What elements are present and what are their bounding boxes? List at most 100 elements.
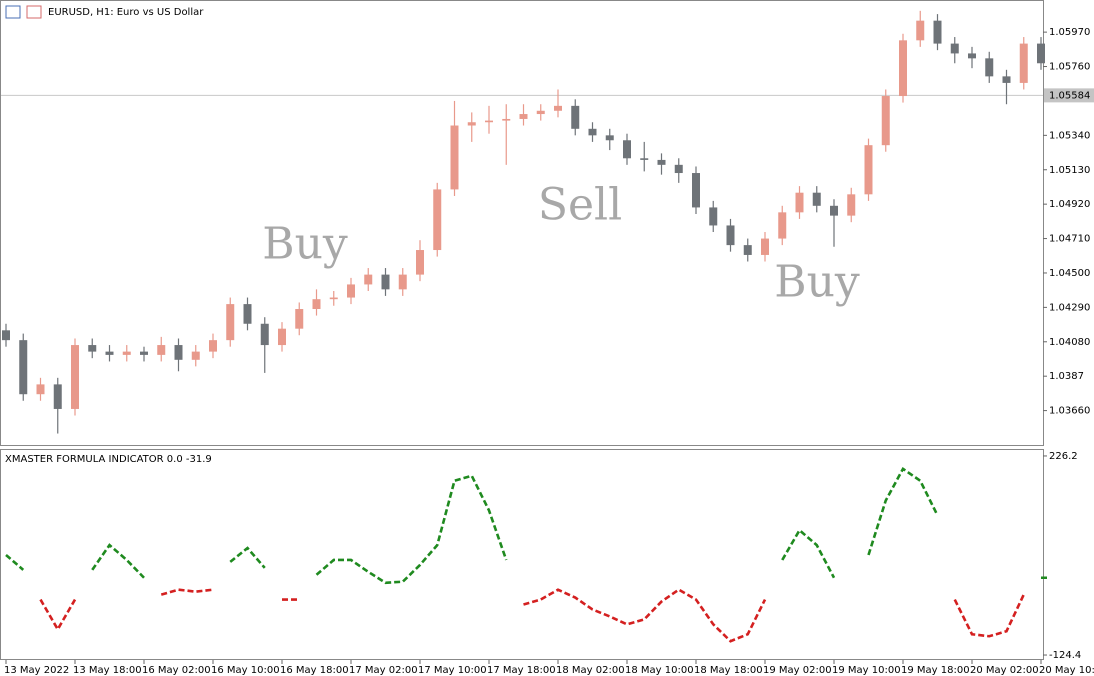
- candle-body: [864, 145, 873, 195]
- x-tick-label: 17 May 10:00: [418, 665, 487, 676]
- x-tick-label: 17 May 18:00: [487, 665, 556, 676]
- candle-body: [243, 304, 252, 324]
- candle-body: [985, 58, 994, 77]
- candle-body: [36, 384, 45, 395]
- candle-body: [950, 43, 959, 54]
- candle-body: [174, 345, 183, 360]
- candle-body: [778, 212, 787, 239]
- x-tick-label: 13 May 18:00: [73, 665, 142, 676]
- main-panel: [0, 0, 1044, 446]
- x-tick-label: 19 May 18:00: [901, 665, 970, 676]
- x-tick-label: 16 May 18:00: [280, 665, 349, 676]
- y-tick-label: 1.04920: [1049, 199, 1090, 210]
- candle-body: [536, 110, 545, 115]
- annotation: Sell: [538, 180, 622, 231]
- candle-body: [329, 297, 338, 300]
- y-tick-label: 1.05130: [1049, 165, 1090, 176]
- candle-body: [381, 274, 390, 290]
- y-tick-label: 226.2: [1049, 451, 1078, 462]
- candle-body: [692, 173, 700, 208]
- chart-title: EURUSD, H1: Euro vs US Dollar: [48, 7, 204, 18]
- candle-body: [847, 194, 856, 216]
- candle-body: [554, 105, 562, 111]
- candle-body: [933, 20, 942, 44]
- x-tick-label: 20 May 02:00: [970, 665, 1039, 676]
- y-tick-label: 1.04500: [1049, 268, 1090, 279]
- candle-body: [726, 225, 735, 246]
- current-price-label: 1.05584: [1049, 90, 1090, 101]
- x-tick-label: 16 May 10:00: [211, 665, 280, 676]
- indicator-line: [5, 466, 1047, 585]
- candle-body: [191, 351, 200, 360]
- candle-body: [105, 351, 114, 355]
- icon[interactable]: [5, 5, 21, 19]
- candle-body: [278, 328, 286, 346]
- x-tick-label: 17 May 02:00: [349, 665, 418, 676]
- x-tick-label: 13 May 2022: [4, 665, 69, 676]
- indicator-panel: [0, 449, 1044, 660]
- candle-body: [761, 238, 769, 255]
- candle-body: [295, 309, 304, 329]
- indicator-title: XMASTER FORMULA INDICATOR 0.0 -31.9: [5, 454, 212, 465]
- y-tick-label: 1.0387: [1049, 371, 1084, 382]
- candle-body: [209, 340, 217, 352]
- candle-body: [1037, 43, 1045, 64]
- candle-body: [1019, 43, 1028, 83]
- candle-body: [916, 20, 925, 41]
- candle-body: [485, 120, 493, 123]
- y-tick-label: -124.4: [1049, 650, 1081, 661]
- candle-body: [588, 128, 597, 136]
- candle-body: [605, 135, 614, 141]
- x-tick-label: 18 May 10:00: [625, 665, 694, 676]
- y-tick-label: 1.03660: [1049, 406, 1090, 417]
- candle-body: [795, 192, 804, 213]
- candle-body: [881, 96, 890, 146]
- candle-body: [502, 118, 511, 121]
- candle-body: [312, 299, 321, 310]
- current-price-box: [1044, 88, 1094, 103]
- candle-body: [140, 351, 148, 355]
- annotation: Buy: [774, 257, 860, 308]
- candle-body: [226, 304, 235, 341]
- x-tick-label: 16 May 02:00: [142, 665, 211, 676]
- candle-body: [347, 284, 355, 298]
- candle-body: [571, 105, 580, 129]
- candle-body: [53, 384, 62, 409]
- candle-body: [416, 250, 424, 275]
- candle-body: [743, 245, 752, 255]
- candle-body: [709, 207, 718, 226]
- y-tick-label: 1.05970: [1049, 27, 1090, 38]
- candle-body: [899, 40, 907, 97]
- x-tick-label: 19 May 02:00: [763, 665, 832, 676]
- candle-body: [812, 192, 821, 206]
- candle-body: [88, 345, 97, 352]
- candle-body: [260, 323, 269, 346]
- candle-body: [1002, 76, 1011, 83]
- candle-body: [674, 164, 683, 174]
- candle-body: [450, 125, 459, 190]
- x-tick-label: 20 May 10:00: [1039, 665, 1094, 676]
- y-tick-label: 1.05760: [1049, 62, 1090, 73]
- x-tick-label: 18 May 02:00: [556, 665, 625, 676]
- candle-body: [640, 158, 649, 160]
- icon[interactable]: [26, 5, 42, 19]
- candle-body: [467, 122, 476, 126]
- candle-body: [968, 53, 976, 59]
- x-tick-label: 19 May 10:00: [832, 665, 901, 676]
- candle-body: [398, 274, 407, 290]
- candle-body: [2, 330, 10, 341]
- candle-body: [433, 189, 442, 251]
- candle-body: [122, 351, 131, 355]
- candle-body: [157, 345, 166, 355]
- candle-body: [519, 114, 528, 119]
- candle-body: [623, 140, 631, 159]
- annotation: Buy: [262, 219, 348, 270]
- x-tick-label: 18 May 18:00: [694, 665, 763, 676]
- y-tick-label: 1.05340: [1049, 130, 1090, 141]
- candle-body: [19, 340, 28, 395]
- candle-body: [657, 159, 666, 165]
- candle-body: [71, 345, 79, 409]
- y-tick-label: 1.04290: [1049, 302, 1090, 313]
